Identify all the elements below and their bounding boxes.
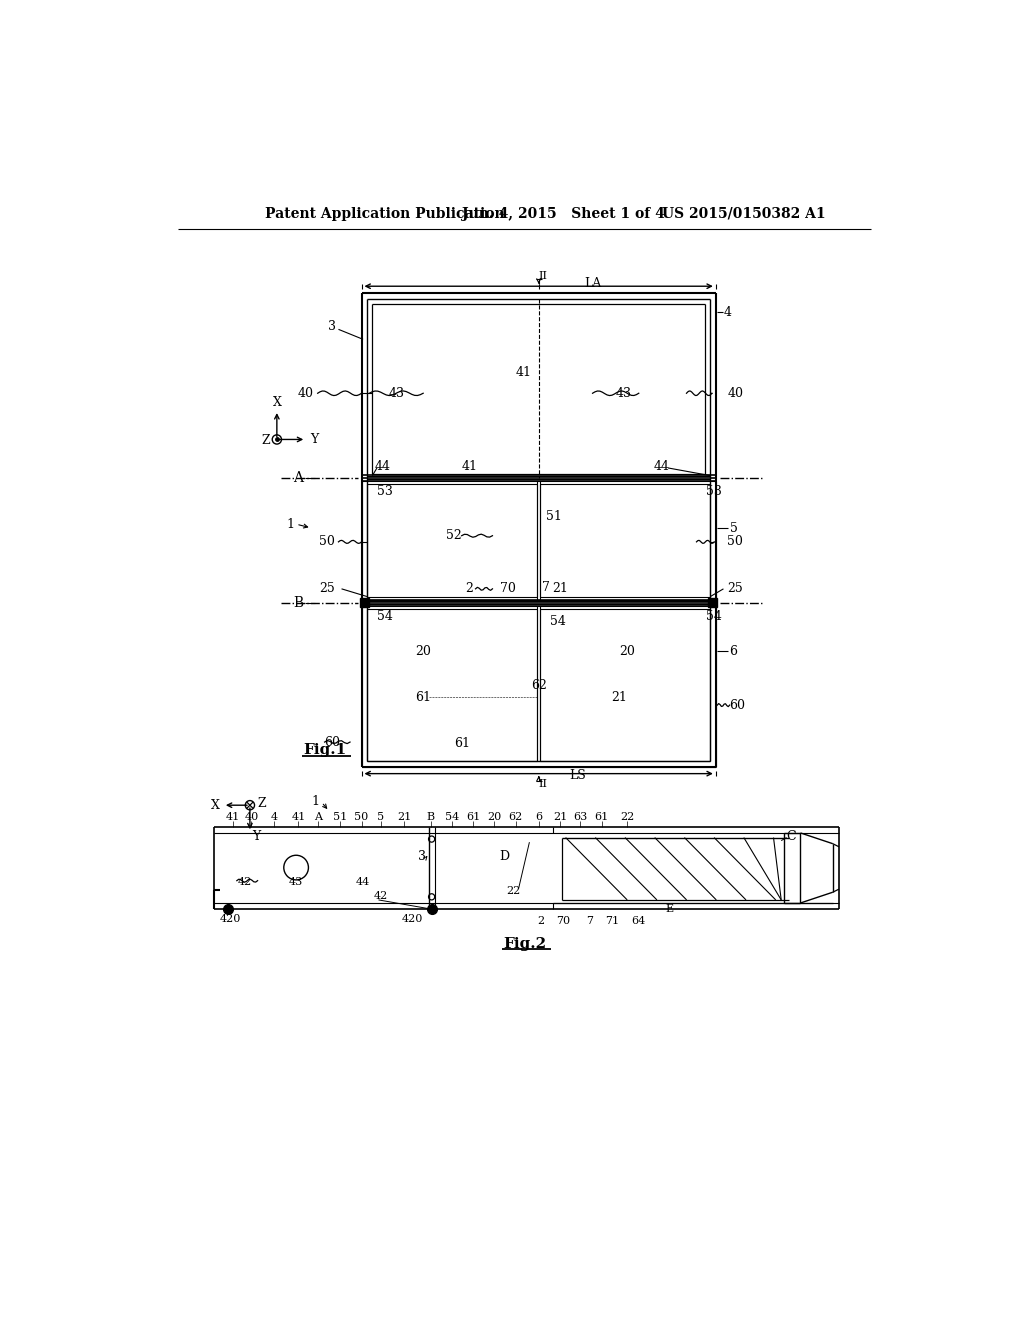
Text: Fig.2: Fig.2 xyxy=(503,937,547,950)
Text: 53: 53 xyxy=(707,486,722,499)
Text: 22: 22 xyxy=(621,812,634,822)
Text: 60: 60 xyxy=(325,735,341,748)
Text: 40: 40 xyxy=(298,387,313,400)
Text: 41: 41 xyxy=(291,812,305,822)
Text: 44: 44 xyxy=(375,459,391,473)
Text: 20: 20 xyxy=(415,644,431,657)
Text: 21: 21 xyxy=(396,812,411,822)
Text: 64: 64 xyxy=(632,916,646,925)
Text: 3: 3 xyxy=(418,850,426,863)
Text: Y: Y xyxy=(309,433,317,446)
Text: 4: 4 xyxy=(723,306,731,319)
Text: 41: 41 xyxy=(462,459,477,473)
Text: 54: 54 xyxy=(550,615,566,628)
Text: 25: 25 xyxy=(727,582,743,595)
Text: Z: Z xyxy=(258,797,266,810)
Text: 1: 1 xyxy=(287,517,295,531)
Text: 51: 51 xyxy=(333,812,347,822)
Text: 21: 21 xyxy=(553,812,567,822)
Text: 4: 4 xyxy=(270,812,278,822)
Text: Y: Y xyxy=(252,829,260,842)
Text: 7: 7 xyxy=(586,916,593,925)
Text: II: II xyxy=(539,271,548,281)
Text: II: II xyxy=(539,779,548,788)
Text: 61: 61 xyxy=(415,690,431,704)
Text: 43: 43 xyxy=(289,878,303,887)
Text: LA: LA xyxy=(584,277,601,290)
Text: 3: 3 xyxy=(329,319,336,333)
Text: 61: 61 xyxy=(454,737,470,750)
Text: 50: 50 xyxy=(354,812,369,822)
Bar xyxy=(360,598,370,607)
Text: 54: 54 xyxy=(445,812,460,822)
Text: 21: 21 xyxy=(552,582,568,595)
Text: X: X xyxy=(272,396,282,409)
Text: 53: 53 xyxy=(377,486,392,499)
Text: 20: 20 xyxy=(620,644,635,657)
Text: 25: 25 xyxy=(318,582,335,595)
Text: Jun. 4, 2015   Sheet 1 of 4: Jun. 4, 2015 Sheet 1 of 4 xyxy=(462,207,665,220)
Text: 50: 50 xyxy=(727,536,743,548)
Text: 40: 40 xyxy=(245,812,259,822)
Text: 62: 62 xyxy=(509,812,522,822)
Text: 50: 50 xyxy=(318,536,335,548)
Text: Patent Application Publication: Patent Application Publication xyxy=(265,207,505,220)
Text: 40: 40 xyxy=(727,387,743,400)
Text: 6: 6 xyxy=(536,812,543,822)
Text: 41: 41 xyxy=(226,812,240,822)
Text: A: A xyxy=(294,471,303,484)
Text: 420: 420 xyxy=(401,915,423,924)
Text: 2: 2 xyxy=(466,582,473,595)
Text: 52: 52 xyxy=(446,529,462,543)
Text: 61: 61 xyxy=(595,812,609,822)
Text: 62: 62 xyxy=(530,680,547,693)
Text: 51: 51 xyxy=(546,510,562,523)
Text: 54: 54 xyxy=(707,610,722,623)
Text: US 2015/0150382 A1: US 2015/0150382 A1 xyxy=(662,207,825,220)
Text: C: C xyxy=(786,829,796,842)
Bar xyxy=(708,598,717,607)
Text: 60: 60 xyxy=(730,698,745,711)
Text: X: X xyxy=(211,799,220,812)
Text: 21: 21 xyxy=(611,690,628,704)
Text: 2: 2 xyxy=(538,916,545,925)
Text: 1: 1 xyxy=(311,795,319,808)
Text: 7: 7 xyxy=(543,581,550,594)
Text: 71: 71 xyxy=(605,916,620,925)
Text: 70: 70 xyxy=(500,582,516,595)
Text: 5: 5 xyxy=(377,812,384,822)
Text: 44: 44 xyxy=(356,878,371,887)
Text: B: B xyxy=(427,812,435,822)
Text: LS: LS xyxy=(568,770,586,783)
Text: 43: 43 xyxy=(615,387,632,400)
Text: 22: 22 xyxy=(506,887,520,896)
Text: 20: 20 xyxy=(486,812,501,822)
Text: 61: 61 xyxy=(466,812,480,822)
Text: Z: Z xyxy=(262,434,270,447)
Text: 41: 41 xyxy=(515,366,531,379)
Text: 44: 44 xyxy=(654,459,670,473)
Text: 420: 420 xyxy=(220,915,242,924)
Text: B: B xyxy=(293,595,303,610)
Text: 42: 42 xyxy=(374,891,388,902)
Text: Fig.1: Fig.1 xyxy=(304,743,347,756)
Text: E: E xyxy=(666,904,674,915)
Text: 63: 63 xyxy=(573,812,588,822)
Text: 6: 6 xyxy=(730,644,737,657)
Text: D: D xyxy=(499,850,509,862)
Text: 43: 43 xyxy=(388,387,404,400)
Text: 5: 5 xyxy=(730,521,737,535)
Text: 70: 70 xyxy=(556,916,570,925)
Text: 42: 42 xyxy=(238,878,252,887)
Text: 54: 54 xyxy=(377,610,392,623)
Text: A: A xyxy=(314,812,323,822)
